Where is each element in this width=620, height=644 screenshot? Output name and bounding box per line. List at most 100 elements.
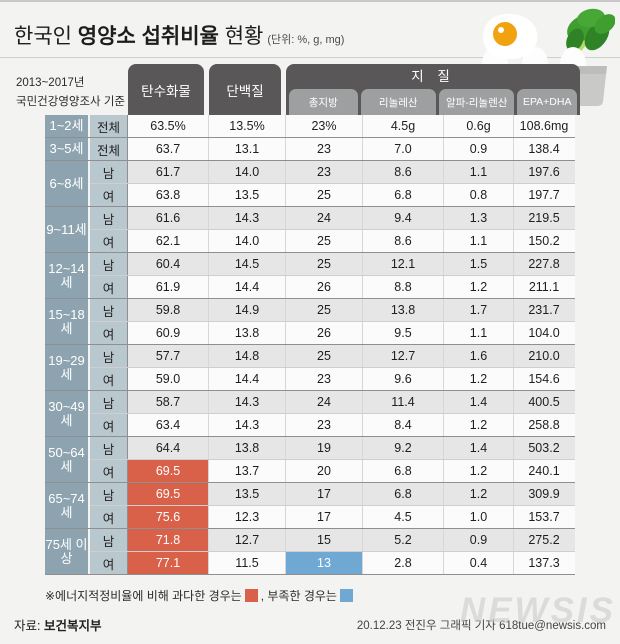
- value-cell: 24: [285, 391, 362, 413]
- legend-under-swatch: [339, 589, 353, 602]
- value-cell: 154.6: [513, 368, 574, 390]
- value-cell: 6.8: [362, 184, 443, 206]
- value-cell: 227.8: [513, 253, 574, 275]
- value-cell: 104.0: [513, 322, 574, 344]
- value-cell: 13.8: [208, 322, 285, 344]
- lipid-subtab: 알파-리놀렌산: [438, 89, 515, 115]
- value-cell: 1.1: [443, 230, 513, 252]
- age-label: 12~14세: [45, 253, 90, 298]
- column-group-lipid: 지 질 총지방 리놀레산 알파-리놀렌산 EPA+DHA: [286, 64, 580, 115]
- value-cell: 63.5%: [150, 119, 186, 133]
- value-cell: 25: [285, 184, 362, 206]
- value-cell: 2.8: [362, 552, 443, 574]
- table-row: 남 58.7 14.3 24 11.4 1.4 400.5: [90, 391, 575, 414]
- age-group-row: 15~18세 남 59.8 14.9 25 13.8 1.7 231.7 여 60.9 13.8 26…: [45, 299, 575, 345]
- value-cell: 258.8: [513, 414, 574, 436]
- table-row: 남 69.5 13.5 17 6.8 1.2 309.9: [90, 483, 575, 506]
- age-label: 30~49세: [45, 391, 90, 436]
- column-header-protein: 단백질: [209, 64, 281, 115]
- value-cell: 12.7: [362, 345, 443, 367]
- age-label: 9~11세: [45, 207, 90, 252]
- age-group-row: 30~49세 남 58.7 14.3 24 11.4 1.4 400.5 여 63.4 14.3 23…: [45, 391, 575, 437]
- table-row: 남 61.7 14.0 23 8.6 1.1 197.6: [90, 161, 575, 184]
- value-cell: 25: [285, 253, 362, 275]
- value-cell: 25: [285, 230, 362, 252]
- value-cell: 1.2: [443, 368, 513, 390]
- value-cell: 8.8: [362, 276, 443, 298]
- value-cell: 309.9: [513, 483, 574, 505]
- value-cell: 14.5: [208, 253, 285, 275]
- table-row: 여 63.8 13.5 25 6.8 0.8 197.7: [90, 184, 575, 206]
- value-cell: 1.2: [443, 483, 513, 505]
- age-label: 1~2세: [45, 115, 90, 137]
- value-cell: 69.5: [128, 483, 208, 505]
- table-row: 여 61.9 14.4 26 8.8 1.2 211.1: [90, 276, 575, 298]
- table-row: 여 62.1 14.0 25 8.6 1.1 150.2: [90, 230, 575, 252]
- value-cell: 210.0: [513, 345, 574, 367]
- value-cell: 138.4: [513, 138, 574, 160]
- value-cell: 9.5: [362, 322, 443, 344]
- footer-source: 자료: 보건복지부: [14, 615, 101, 634]
- value-cell: 75.6: [128, 506, 208, 528]
- gender-label: 남: [90, 483, 128, 505]
- value-cell: 400.5: [513, 391, 574, 413]
- value-cell: 9.2: [362, 437, 443, 459]
- page-title: 한국인 영양소 섭취비율 현황 (단위: %, g, mg): [14, 20, 344, 50]
- table-row: 남 71.8 12.7 15 5.2 0.9 275.2: [90, 529, 575, 552]
- gender-label: 전체: [90, 138, 128, 160]
- legend-middle: , 부족한 경우는: [260, 589, 337, 603]
- gender-label: 남: [90, 437, 128, 459]
- age-group-row: 65~74세 남 69.5 13.5 17 6.8 1.2 309.9 여 75.6 12.3 17 4…: [45, 483, 575, 529]
- value-cell: 63.4: [155, 418, 181, 432]
- title-suffix: 현황: [218, 25, 264, 48]
- value-cell: 4.5g: [362, 115, 443, 137]
- value-cell: 13.5: [208, 483, 285, 505]
- value-cell: 17: [285, 483, 362, 505]
- value-cell: 153.7: [513, 506, 574, 528]
- value-cell: 17: [285, 506, 362, 528]
- table-row: 여 77.1 11.5 13 2.8 0.4 137.3: [90, 552, 575, 574]
- value-cell: 20: [285, 460, 362, 482]
- value-cell: 13: [285, 552, 362, 574]
- gender-label: 남: [90, 345, 128, 367]
- gender-label: 남: [90, 299, 128, 321]
- value-cell: 6.8: [362, 460, 443, 482]
- value-cell: 231.7: [513, 299, 574, 321]
- value-cell: 14.3: [208, 207, 285, 229]
- value-cell: 211.1: [513, 276, 574, 298]
- value-cell: 59.8: [155, 303, 181, 317]
- age-group-row: 1~2세 전체 63.5% 13.5% 23% 4.5g 0.6g 108.6mg: [45, 115, 575, 138]
- value-cell: 1.7: [443, 299, 513, 321]
- value-cell: 275.2: [513, 529, 574, 551]
- value-cell: 14.0: [208, 230, 285, 252]
- age-group-row: 50~64세 남 64.4 13.8 19 9.2 1.4 503.2 여 69.5 13.7 20 6…: [45, 437, 575, 483]
- value-cell: 23: [285, 161, 362, 183]
- value-cell: 71.8: [128, 529, 208, 551]
- gender-label: 여: [90, 276, 128, 298]
- age-label: 75세 이상: [45, 529, 90, 574]
- value-cell: 61.6: [155, 211, 181, 225]
- value-cell: 14.4: [208, 368, 285, 390]
- value-cell: 8.6: [362, 161, 443, 183]
- value-cell: 1.1: [443, 161, 513, 183]
- value-cell: 58.7: [155, 395, 181, 409]
- table-row: 전체 63.7 13.1 23 7.0 0.9 138.4: [90, 138, 575, 160]
- value-cell: 14.3: [208, 391, 285, 413]
- value-cell: 24: [285, 207, 362, 229]
- value-cell: 19: [285, 437, 362, 459]
- age-group-row: 12~14세 남 60.4 14.5 25 12.1 1.5 227.8 여 61.9 14.4 26…: [45, 253, 575, 299]
- value-cell: 23: [285, 414, 362, 436]
- table-row: 남 61.6 14.3 24 9.4 1.3 219.5: [90, 207, 575, 230]
- table-row: 남 57.7 14.8 25 12.7 1.6 210.0: [90, 345, 575, 368]
- legend: ※에너지적정비율에 비해 과다한 경우는 , 부족한 경우는: [45, 587, 356, 604]
- column-group-lipid-label: 지 질: [411, 69, 455, 84]
- value-cell: 1.4: [443, 391, 513, 413]
- value-cell: 60.4: [155, 257, 181, 271]
- age-label: 19~29세: [45, 345, 90, 390]
- table-row: 남 60.4 14.5 25 12.1 1.5 227.8: [90, 253, 575, 276]
- value-cell: 197.6: [513, 161, 574, 183]
- value-cell: 0.4: [443, 552, 513, 574]
- value-cell: 62.1: [155, 234, 181, 248]
- value-cell: 57.7: [155, 349, 181, 363]
- age-label: 3~5세: [45, 138, 90, 160]
